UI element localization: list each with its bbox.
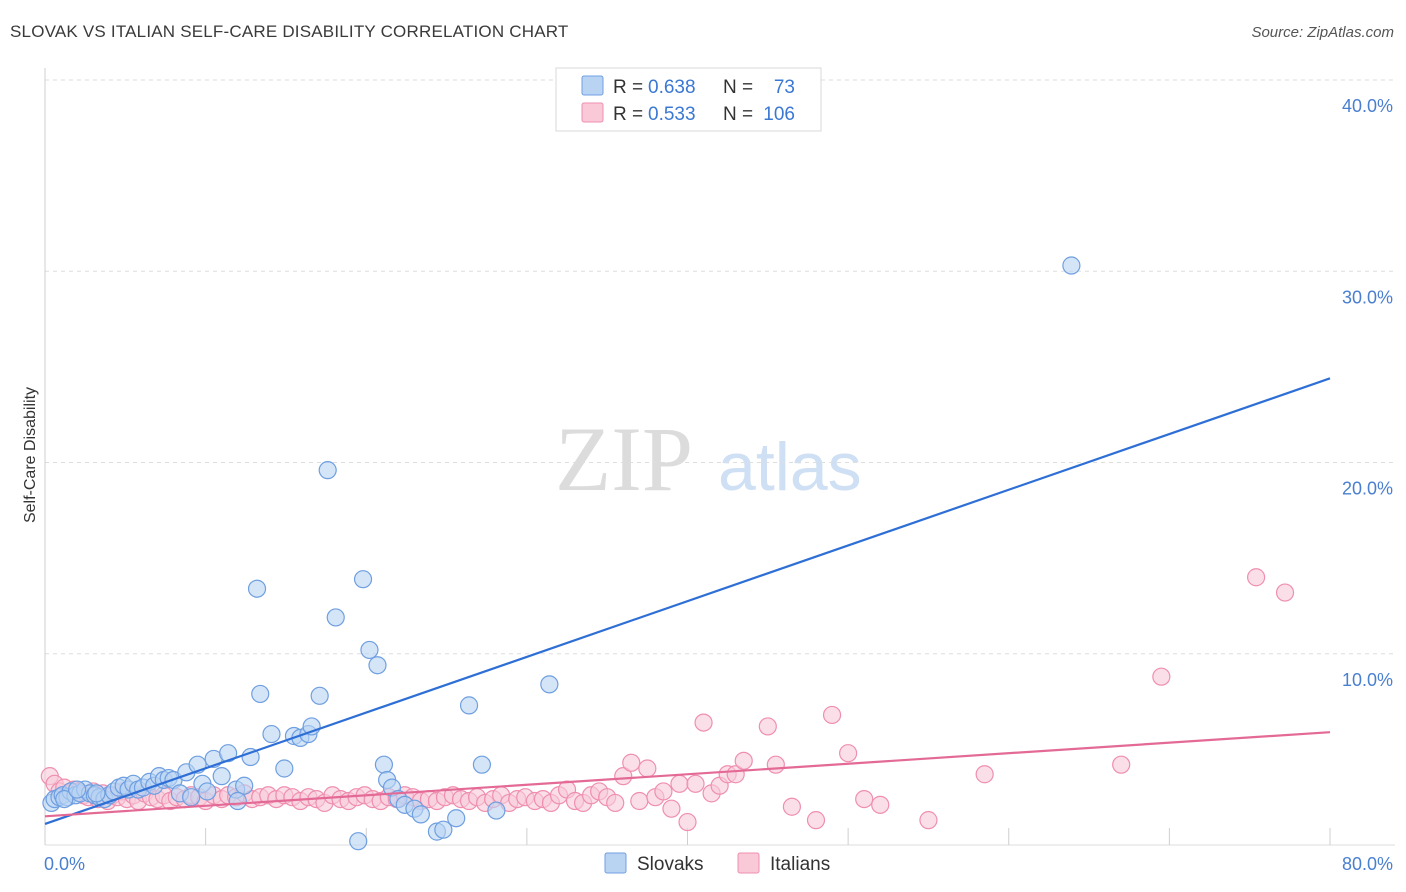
italians-point	[782, 797, 802, 816]
slovaks-point	[459, 696, 479, 715]
bottom-legend-swatch-italians	[737, 852, 760, 874]
correlation-legend: R = 0.638 N = 73 R = 0.533 N = 106	[555, 67, 822, 132]
italians-point	[678, 812, 697, 832]
legend-r-label: R =	[613, 77, 643, 98]
chart-title: SLOVAK VS ITALIAN SELF-CARE DISABILITY C…	[10, 22, 569, 41]
slovaks-point	[251, 684, 270, 704]
legend-r-value-slovaks: 0.638	[648, 77, 696, 98]
slovaks-point	[368, 656, 387, 675]
legend-n-value-slovaks: 73	[774, 77, 795, 98]
legend-n-value-italians: 106	[763, 104, 795, 125]
slovaks-point	[198, 782, 217, 801]
slovaks-point	[374, 755, 394, 774]
legend-swatch-slovaks	[581, 75, 604, 96]
italians-trendline	[44, 731, 1331, 818]
slovaks-point	[68, 780, 87, 799]
slovaks-point	[349, 832, 368, 851]
slovaks-point	[219, 744, 238, 763]
trendlines	[44, 377, 1331, 826]
x-tick-label: 80.0%	[1342, 854, 1393, 874]
slovaks-point	[247, 579, 267, 598]
slovaks-point	[275, 759, 294, 778]
y-tick-label: 10.0%	[1342, 670, 1393, 690]
legend-r-label: R =	[613, 104, 643, 125]
slovaks-point	[212, 767, 231, 786]
series-legend: Slovaks Italians	[604, 852, 830, 875]
italians-point	[871, 795, 890, 814]
italians-point	[614, 767, 633, 786]
slovaks-point	[472, 755, 491, 774]
watermark-zip: ZIP	[555, 408, 693, 510]
slovaks-point	[411, 805, 430, 824]
italians-point	[1112, 755, 1131, 774]
y-tick-label: 40.0%	[1342, 96, 1393, 116]
y-axis-label: Self-Care Disability	[22, 387, 39, 523]
slovaks-points	[42, 256, 1081, 851]
slovaks-point	[87, 784, 106, 803]
italians-point	[766, 755, 785, 774]
italians-point	[806, 811, 826, 830]
slovaks-point	[228, 791, 247, 811]
slovaks-point	[434, 820, 453, 839]
y-tick-label: 30.0%	[1342, 287, 1393, 307]
slovaks-point	[353, 570, 373, 589]
italians-point	[1152, 667, 1171, 686]
slovaks-point	[487, 801, 506, 820]
slovaks-point	[262, 724, 281, 744]
slovaks-point	[318, 461, 337, 480]
legend-r-value-italians: 0.533	[648, 104, 696, 125]
italians-point	[662, 799, 681, 818]
italians-point	[919, 811, 938, 830]
italians-point	[975, 765, 994, 784]
italians-point	[839, 744, 858, 763]
bottom-legend-swatch-slovaks	[604, 852, 627, 874]
gridlines	[45, 79, 1395, 655]
slovaks-point	[235, 776, 254, 795]
bottom-legend-label-slovaks: Slovaks	[637, 854, 704, 875]
x-tick-label: 0.0%	[44, 854, 85, 874]
italians-point	[638, 759, 657, 778]
slovaks-point	[326, 608, 345, 627]
legend-swatch-italians	[581, 102, 604, 123]
italians-point	[606, 793, 625, 813]
italians-point	[694, 713, 713, 732]
italians-point	[670, 774, 689, 793]
italians-point	[622, 753, 641, 772]
italians-point	[654, 782, 673, 801]
slovaks-point	[182, 788, 201, 807]
legend-n-label: N =	[723, 104, 753, 125]
italians-point	[855, 789, 874, 809]
bottom-legend-label-italians: Italians	[770, 854, 830, 875]
italians-point	[686, 774, 705, 793]
italians-point	[822, 705, 842, 725]
slovaks-point	[1062, 256, 1081, 275]
italians-point	[758, 717, 777, 736]
slovaks-trendline	[44, 377, 1331, 826]
italians-point	[1275, 583, 1295, 602]
slovaks-point	[310, 686, 329, 705]
italians-point	[734, 751, 753, 770]
slovaks-point	[55, 789, 74, 809]
axes: 10.0% 20.0% 30.0% 40.0% 0.0% 80.0%	[44, 68, 1395, 874]
watermark-atlas: atlas	[718, 429, 862, 505]
y-tick-label: 20.0%	[1342, 479, 1393, 499]
slovaks-point	[540, 675, 559, 694]
italians-point	[630, 791, 649, 811]
legend-n-label: N =	[723, 77, 753, 98]
italians-point	[1247, 568, 1266, 587]
slovaks-point	[241, 747, 260, 767]
chart-source: Source: ZipAtlas.com	[1251, 24, 1394, 41]
slovaks-point	[447, 809, 466, 828]
slovaks-point	[360, 640, 379, 660]
